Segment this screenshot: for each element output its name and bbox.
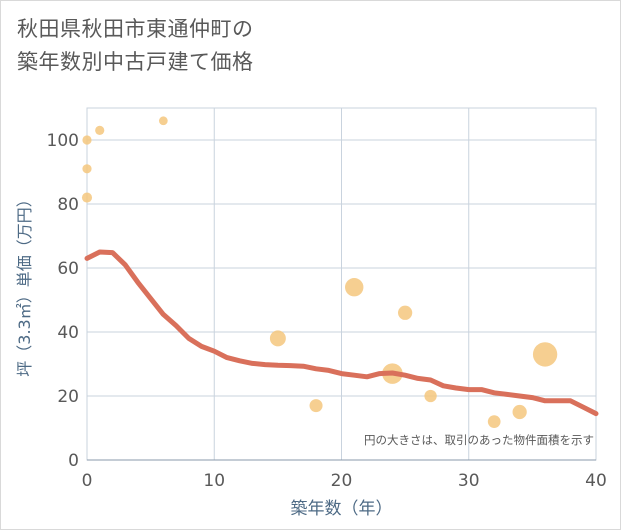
transaction-bubble [158, 116, 168, 126]
chart-title: 秋田県秋田市東通仲町の 築年数別中古戸建て価格 [17, 13, 254, 79]
transaction-bubble [309, 399, 323, 413]
transaction-bubble [82, 135, 92, 145]
transaction-bubble [345, 278, 364, 297]
transaction-bubble [487, 415, 501, 428]
y-tick-label: 60 [57, 259, 79, 279]
chart-title-line-2: 築年数別中古戸建て価格 [17, 50, 254, 74]
transaction-bubble [424, 389, 437, 403]
transaction-bubble [269, 330, 286, 347]
tick-labels: 0 20 40 60 80 100 0 10 20 30 40 [47, 131, 607, 491]
x-tick-label: 0 [82, 471, 93, 491]
transaction-bubble [532, 342, 558, 367]
y-tick-label: 40 [57, 323, 79, 343]
y-tick-label: 100 [47, 131, 79, 151]
average-price-polyline [84, 249, 599, 417]
x-tick-label: 10 [203, 471, 225, 491]
average-price-line [84, 249, 599, 417]
chart-title-line-1: 秋田県秋田市東通仲町の [17, 17, 254, 41]
x-tick-label: 40 [585, 471, 607, 491]
x-tick-label: 20 [331, 471, 353, 491]
y-axis-label: 坪（3.3㎡）単価（万円） [15, 191, 34, 376]
y-tick-label: 80 [57, 195, 79, 215]
transaction-bubbles [81, 116, 558, 428]
x-tick-label: 30 [458, 471, 480, 491]
transaction-bubble [82, 164, 92, 174]
x-axis-label: 築年数（年） [291, 499, 393, 519]
transaction-bubble [81, 192, 93, 203]
transaction-bubble [95, 125, 105, 135]
bubble-size-note: 円の大きさは、取引のあった物件面積を示す [364, 433, 594, 447]
y-tick-label: 0 [68, 451, 79, 471]
transaction-bubble [397, 305, 413, 320]
transaction-bubble [512, 404, 527, 420]
y-tick-label: 20 [57, 387, 79, 407]
